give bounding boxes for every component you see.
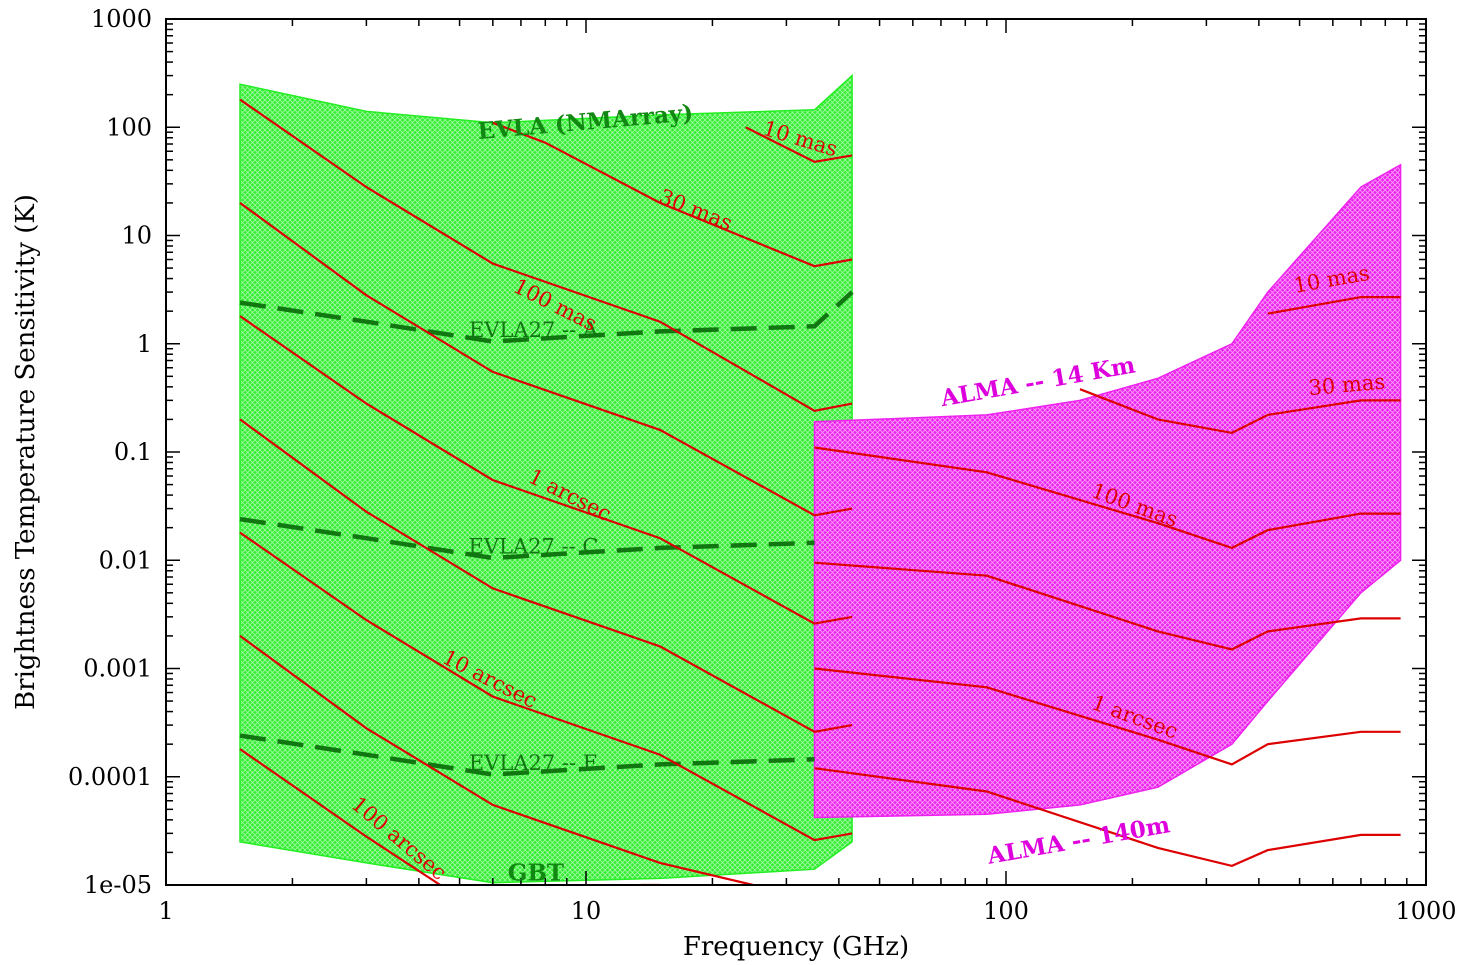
evla-contour-3 bbox=[239, 202, 853, 517]
annotation-label: EVLA27 -- A bbox=[469, 318, 599, 342]
annotation-label: EVLA27 -- C bbox=[469, 535, 599, 559]
alma-contour-4 bbox=[814, 667, 1401, 766]
evla-contour-5 bbox=[239, 418, 853, 733]
y-tick-labels: 1e-05 0.0001 0.001 0.01 0.1 1 10 100 1000 bbox=[68, 5, 152, 899]
annotation-label: EVLA27 -- E bbox=[469, 751, 598, 775]
x-tick-labels: 1 10 100 1000 bbox=[158, 897, 1456, 925]
x-tick-label: 1 bbox=[158, 897, 173, 925]
evla27-line-1 bbox=[239, 516, 815, 561]
plot-frame bbox=[165, 18, 1427, 886]
y-tick-label: 0.1 bbox=[114, 438, 152, 466]
evla27-line-0 bbox=[239, 290, 854, 344]
region-alma bbox=[813, 163, 1402, 819]
y-tick-label: 1e-05 bbox=[84, 871, 152, 899]
evla-contour-2 bbox=[239, 98, 853, 412]
x-axis-label: Frequency (GHz) bbox=[683, 932, 909, 962]
evla-contour-6 bbox=[239, 531, 853, 842]
y-tick-label: 1000 bbox=[91, 5, 152, 33]
y-axis-label: Brightness Temperature Sensitivity (K) bbox=[11, 194, 41, 710]
evla27-line-2 bbox=[239, 733, 815, 777]
x-tick-label: 100 bbox=[983, 897, 1029, 925]
y-tick-label: 10 bbox=[121, 222, 152, 250]
evla-contour-8 bbox=[239, 748, 441, 885]
x-tick-label: 1000 bbox=[1395, 897, 1456, 925]
evla-contour-0 bbox=[745, 126, 853, 163]
alma-contour-3 bbox=[814, 561, 1401, 651]
annotation-label: ALMA -- 140m bbox=[984, 811, 1172, 870]
y-tick-label: 0.0001 bbox=[68, 763, 152, 791]
alma-contour-0 bbox=[1267, 296, 1401, 315]
y-tick-label: 1 bbox=[137, 330, 152, 358]
annotation-label: GBT bbox=[508, 860, 564, 887]
alma-contour-1 bbox=[1079, 388, 1401, 435]
evla-contour-4 bbox=[239, 315, 853, 625]
evla-contour-1 bbox=[492, 121, 853, 268]
contour-lines-layer bbox=[239, 98, 1401, 885]
x-tick-label: 10 bbox=[571, 897, 602, 925]
y-tick-label: 0.001 bbox=[83, 655, 152, 683]
evla-contour-7 bbox=[239, 635, 754, 885]
y-tick-label: 100 bbox=[106, 113, 152, 141]
evla27-lines-layer bbox=[239, 290, 854, 777]
regions-layer bbox=[239, 73, 1402, 884]
alma-contour-5 bbox=[814, 767, 1401, 868]
alma-contour-2 bbox=[814, 446, 1401, 550]
y-tick-label: 0.01 bbox=[99, 546, 152, 574]
